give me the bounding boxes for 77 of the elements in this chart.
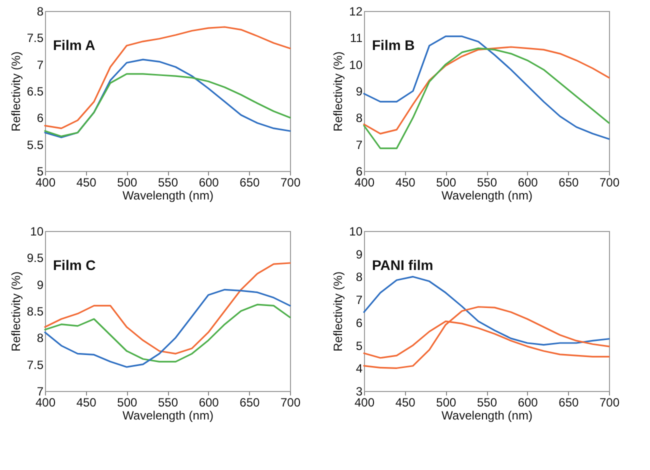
line-series (44, 26, 291, 130)
x-tick-label: 700 (280, 176, 301, 190)
x-tick-label: 500 (436, 176, 456, 190)
x-tick-label: 600 (518, 176, 538, 190)
x-tick-label: 600 (198, 396, 220, 410)
x-tick-label: 550 (476, 176, 498, 190)
x-tick-label: 700 (599, 396, 620, 410)
x-tick-label: 500 (436, 396, 456, 410)
x-tick-label: 650 (240, 176, 260, 190)
x-tick-label: 450 (76, 176, 97, 190)
y-tick-label: 5.5 (26, 138, 44, 152)
x-axis-title: Wavelength (nm) (442, 188, 532, 202)
text: Film A (53, 37, 96, 53)
y-tick-label: 5 (36, 164, 44, 178)
x-tick-label: 700 (599, 176, 620, 190)
x-axis-title: Wavelength (nm) (122, 408, 214, 422)
x-tick-label: 450 (76, 396, 97, 410)
y-tick-label: 6 (356, 316, 363, 330)
y-tick-label: 8.5 (26, 304, 44, 318)
line-series (363, 306, 610, 369)
y-tick-label: 7.5 (26, 358, 44, 372)
y-tick-label: 6.5 (26, 84, 44, 98)
y-tick-label: 5 (356, 338, 363, 353)
y-tick-label: 10 (30, 224, 44, 238)
x-tick-label: 550 (476, 396, 498, 410)
y-tick-label: 8 (356, 111, 363, 126)
y-tick-label: 7 (36, 58, 44, 72)
x-tick-label: 550 (158, 396, 178, 410)
text: PANI film (372, 257, 434, 273)
y-tick-label: 12 (349, 4, 363, 18)
x-tick-label: 600 (198, 176, 220, 190)
y-tick-label: 7.5 (26, 31, 44, 46)
x-tick-label: 400 (354, 396, 375, 410)
y-tick-label: 9 (356, 247, 363, 262)
x-axis-title: Wavelength (nm) (442, 408, 532, 422)
y-tick-label: 8 (36, 331, 44, 346)
y-tick-label: 10 (349, 224, 363, 238)
x-tick-label: 500 (117, 396, 138, 410)
y-axis-title: Reflectivity (%) (8, 51, 23, 132)
y-tick-label: 8 (36, 4, 44, 18)
y-tick-label: 6 (36, 111, 44, 126)
line-series (363, 276, 610, 346)
y-tick-label: 10 (349, 58, 363, 72)
y-tick-label: 9 (36, 278, 44, 292)
text: Film C (53, 257, 96, 273)
y-tick-label: 9 (356, 84, 363, 98)
y-tick-label: 3 (356, 384, 363, 398)
x-tick-label: 600 (518, 396, 538, 410)
x-axis-title: Wavelength (nm) (122, 188, 214, 202)
x-tick-label: 450 (395, 176, 416, 190)
y-tick-label: 7 (356, 293, 363, 308)
y-tick-label: 11 (350, 31, 363, 46)
line-series (363, 36, 610, 140)
x-tick-label: 450 (395, 396, 416, 410)
x-tick-label: 400 (35, 396, 56, 410)
text: Film B (372, 37, 415, 53)
y-tick-label: 7 (36, 384, 44, 398)
line-series (44, 73, 291, 138)
line-series (44, 288, 291, 368)
x-tick-label: 650 (240, 396, 260, 410)
y-axis-title: Reflectivity (%) (8, 271, 23, 352)
y-axis-title: Reflectivity (%) (331, 271, 346, 352)
x-tick-label: 400 (35, 176, 56, 190)
line-series (44, 58, 291, 138)
x-tick-label: 650 (558, 396, 579, 410)
y-tick-label: 7 (356, 138, 363, 152)
x-tick-label: 650 (558, 176, 579, 190)
x-tick-label: 400 (354, 176, 375, 190)
y-tick-label: 6 (356, 164, 363, 178)
line-series (44, 304, 291, 362)
x-tick-label: 550 (158, 176, 178, 190)
x-tick-label: 500 (117, 176, 138, 190)
y-tick-label: 8 (356, 270, 363, 284)
y-tick-label: 9.5 (26, 251, 44, 266)
y-axis-title: Reflectivity (%) (331, 51, 346, 132)
x-tick-label: 700 (280, 396, 301, 410)
y-tick-label: 4 (356, 362, 363, 376)
